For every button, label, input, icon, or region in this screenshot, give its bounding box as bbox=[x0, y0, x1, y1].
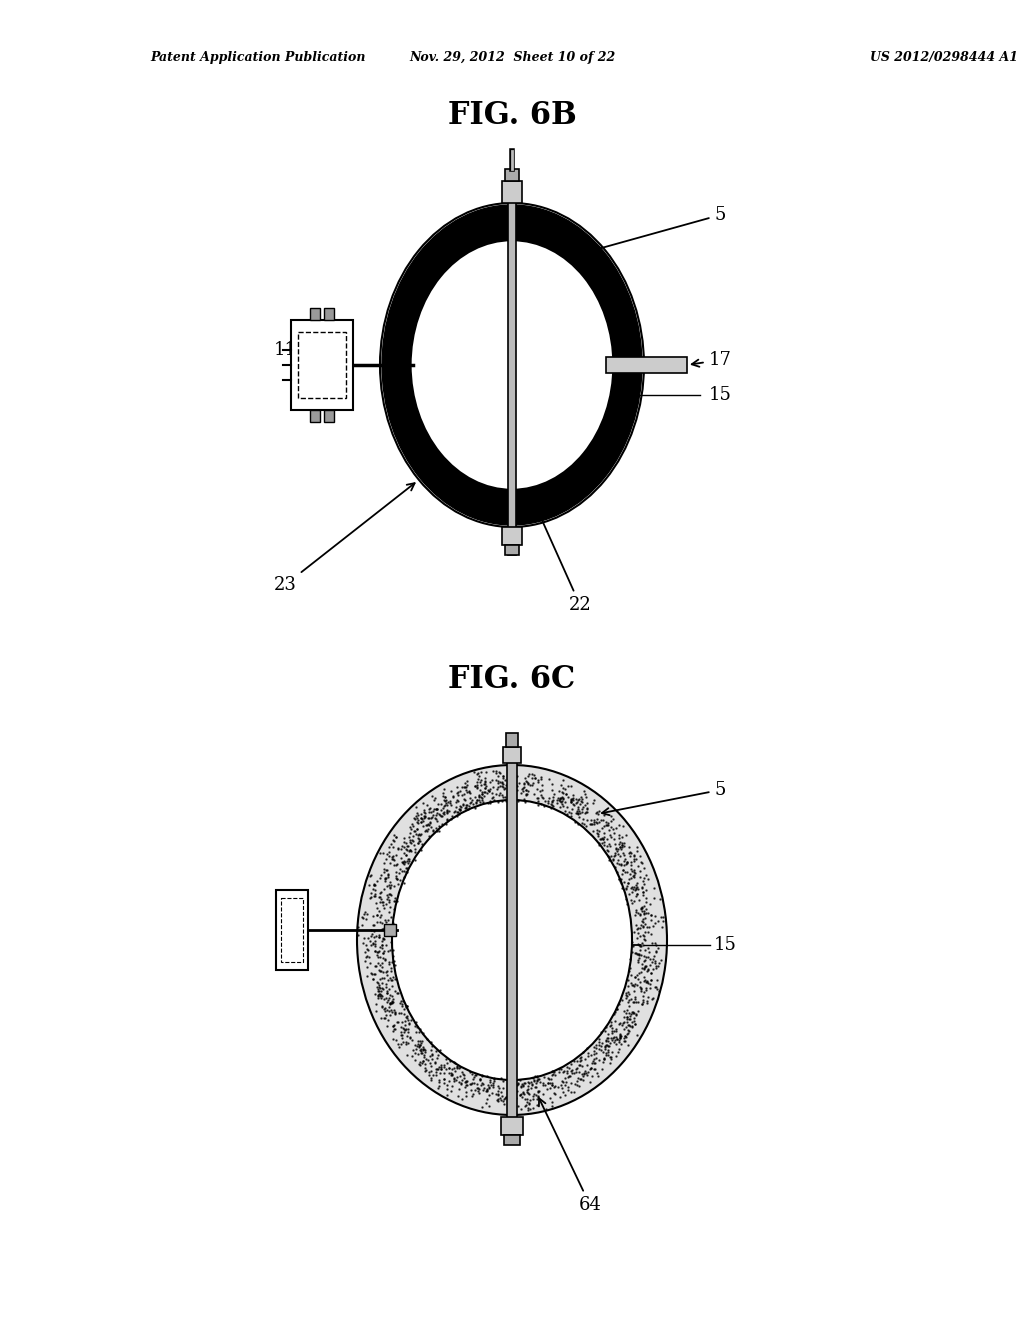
Ellipse shape bbox=[392, 800, 632, 1080]
Text: 15: 15 bbox=[714, 936, 736, 954]
FancyBboxPatch shape bbox=[501, 1117, 523, 1135]
Text: 5: 5 bbox=[602, 781, 726, 816]
FancyBboxPatch shape bbox=[502, 181, 522, 203]
Ellipse shape bbox=[357, 766, 667, 1115]
Text: 64: 64 bbox=[539, 1098, 601, 1214]
FancyBboxPatch shape bbox=[505, 169, 519, 181]
Text: 12: 12 bbox=[284, 941, 306, 960]
FancyBboxPatch shape bbox=[505, 545, 519, 554]
Text: 23: 23 bbox=[273, 483, 415, 594]
FancyBboxPatch shape bbox=[503, 747, 521, 763]
Text: 15: 15 bbox=[709, 385, 731, 404]
FancyBboxPatch shape bbox=[606, 356, 687, 374]
FancyBboxPatch shape bbox=[384, 924, 396, 936]
Text: FIG. 6C: FIG. 6C bbox=[449, 664, 575, 696]
Ellipse shape bbox=[411, 240, 613, 490]
FancyBboxPatch shape bbox=[291, 319, 353, 411]
FancyBboxPatch shape bbox=[324, 308, 334, 319]
Text: 11: 11 bbox=[273, 341, 307, 359]
FancyBboxPatch shape bbox=[504, 1135, 520, 1144]
Text: 22: 22 bbox=[539, 513, 592, 614]
Text: 5: 5 bbox=[588, 206, 726, 253]
Text: 17: 17 bbox=[692, 351, 731, 370]
Text: Patent Application Publication: Patent Application Publication bbox=[150, 51, 366, 65]
Text: Nov. 29, 2012  Sheet 10 of 22: Nov. 29, 2012 Sheet 10 of 22 bbox=[409, 51, 615, 65]
FancyBboxPatch shape bbox=[506, 733, 518, 747]
Polygon shape bbox=[508, 176, 516, 554]
FancyBboxPatch shape bbox=[276, 890, 308, 970]
FancyBboxPatch shape bbox=[310, 411, 319, 422]
Polygon shape bbox=[507, 737, 517, 1133]
Text: US 2012/0298444 A1: US 2012/0298444 A1 bbox=[870, 51, 1018, 65]
FancyBboxPatch shape bbox=[310, 308, 319, 319]
FancyBboxPatch shape bbox=[502, 527, 522, 545]
Ellipse shape bbox=[382, 205, 642, 525]
Text: FIG. 6B: FIG. 6B bbox=[447, 99, 577, 131]
FancyBboxPatch shape bbox=[324, 411, 334, 422]
